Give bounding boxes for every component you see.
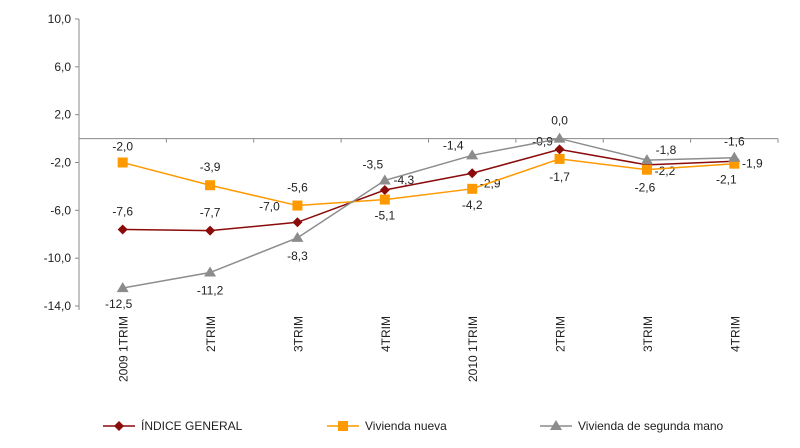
series-line-0 bbox=[122, 148, 735, 232]
legend-marker-diamond bbox=[114, 421, 124, 431]
data-point-triangle bbox=[116, 282, 129, 293]
x-tick-label: 4TRIM bbox=[379, 316, 393, 352]
y-tick-label: -14,0 bbox=[44, 299, 72, 313]
data-point-square bbox=[729, 158, 740, 169]
x-tick-label: 3TRIM bbox=[641, 316, 655, 352]
data-point-square bbox=[117, 157, 128, 168]
data-point-square bbox=[205, 180, 216, 191]
data-point-square bbox=[641, 164, 652, 175]
data-label: -3,5 bbox=[362, 157, 383, 171]
data-point-triangle bbox=[378, 174, 391, 185]
y-tick-label: -6,0 bbox=[50, 203, 71, 217]
data-point-diamond bbox=[467, 168, 478, 179]
legend-label: Vivienda de segunda mano bbox=[578, 419, 724, 433]
data-point-diamond bbox=[554, 144, 565, 155]
x-tick-label: 2TRIM bbox=[554, 316, 568, 352]
x-tick-label: 2TRIM bbox=[204, 316, 218, 352]
data-label: -4,2 bbox=[462, 198, 483, 212]
data-label: -8,3 bbox=[287, 249, 308, 263]
data-point-triangle bbox=[204, 266, 217, 277]
data-point-diamond bbox=[292, 217, 303, 228]
data-label: 0,0 bbox=[551, 114, 568, 128]
data-label: -1,4 bbox=[443, 138, 464, 152]
legend-label: Vivienda nueva bbox=[365, 419, 447, 433]
data-point-diamond bbox=[117, 224, 128, 235]
data-point-square bbox=[292, 200, 303, 211]
data-label: -5,6 bbox=[287, 181, 308, 195]
data-point-square bbox=[379, 194, 390, 205]
x-tick-label: 2009 1TRIM bbox=[117, 316, 131, 382]
data-point-triangle bbox=[728, 151, 741, 162]
legend-marker-triangle bbox=[550, 420, 562, 430]
legend-label: ÍNDICE GENERAL bbox=[141, 418, 243, 433]
data-label: -7,0 bbox=[259, 199, 280, 213]
data-label: -7,6 bbox=[112, 204, 133, 218]
y-tick-label: 2,0 bbox=[54, 108, 71, 122]
data-label: -2,0 bbox=[112, 140, 133, 154]
data-point-square bbox=[554, 153, 565, 164]
data-point-triangle bbox=[466, 149, 479, 160]
data-label: -2,6 bbox=[635, 181, 656, 195]
data-point-triangle bbox=[553, 132, 566, 143]
data-label: -5,1 bbox=[374, 209, 395, 223]
y-tick-label: 6,0 bbox=[54, 60, 71, 74]
x-tick-label: 3TRIM bbox=[291, 316, 305, 352]
series-line-2 bbox=[122, 137, 735, 289]
data-label: -1,7 bbox=[549, 170, 570, 184]
data-label: -11,2 bbox=[197, 284, 224, 298]
x-tick-label: 4TRIM bbox=[728, 316, 742, 352]
data-label: -12,5 bbox=[105, 297, 133, 311]
y-tick-label: 10,0 bbox=[48, 12, 72, 26]
legend-marker-square bbox=[338, 421, 348, 431]
data-label: -3,9 bbox=[200, 160, 221, 174]
y-tick-label: -2,0 bbox=[50, 156, 71, 170]
data-point-square bbox=[467, 183, 478, 194]
data-label: -1,9 bbox=[742, 156, 763, 170]
data-point-triangle bbox=[291, 231, 304, 242]
series-line-1 bbox=[122, 158, 735, 207]
x-tick-label: 2010 1TRIM bbox=[466, 316, 480, 382]
data-label: -1,6 bbox=[724, 135, 745, 149]
data-point-diamond bbox=[379, 185, 390, 196]
data-label: -7,7 bbox=[200, 206, 221, 220]
data-label: -2,2 bbox=[655, 164, 676, 178]
y-tick-label: -10,0 bbox=[44, 251, 72, 265]
data-label: -1,8 bbox=[656, 143, 677, 157]
data-point-triangle bbox=[640, 154, 653, 165]
data-point-diamond bbox=[205, 225, 216, 236]
data-label: -2,1 bbox=[716, 173, 737, 187]
